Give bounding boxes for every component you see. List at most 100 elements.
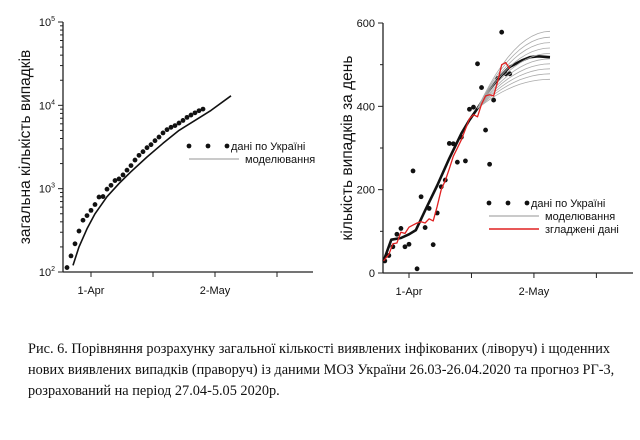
caption-line: нових виявлених випадків (праворуч) із д… xyxy=(28,362,615,378)
model-ensemble-line xyxy=(477,47,551,109)
x-tick-label: 1-Apr xyxy=(396,286,423,298)
data-point xyxy=(475,61,480,67)
data-point xyxy=(68,253,74,259)
model-ensemble-line xyxy=(477,36,551,109)
data-point xyxy=(140,149,146,155)
model-ensemble-line xyxy=(477,30,551,109)
data-point xyxy=(410,168,416,174)
data-point xyxy=(483,127,488,133)
data-point xyxy=(72,241,78,247)
data-point xyxy=(422,225,428,230)
data-point xyxy=(192,110,198,116)
data-point xyxy=(172,123,178,129)
data-point xyxy=(180,118,186,123)
data-point xyxy=(454,159,460,165)
legend-label: моделювання xyxy=(245,154,315,166)
data-point xyxy=(108,182,114,188)
data-point xyxy=(116,176,122,182)
data-point xyxy=(104,186,110,192)
data-point xyxy=(100,194,106,199)
y-tick-label: 400 xyxy=(357,101,375,113)
legend-dot-icon xyxy=(186,143,192,149)
data-point xyxy=(394,231,400,237)
data-point xyxy=(467,106,472,112)
data-point xyxy=(112,178,118,183)
y-tick-label: 0 xyxy=(369,268,375,280)
model-line xyxy=(72,95,232,266)
data-point xyxy=(80,217,86,223)
y-tick-label: 103 xyxy=(39,183,55,196)
data-point xyxy=(491,97,497,103)
data-point xyxy=(184,114,190,120)
legend-label: дані по Україні xyxy=(231,141,305,153)
y-tick-label: 600 xyxy=(357,18,375,30)
model-ensemble-line xyxy=(477,58,551,109)
legend-dot-icon xyxy=(224,143,230,149)
data-point xyxy=(200,106,206,112)
x-tick-label: 2-May xyxy=(200,285,231,297)
data-point xyxy=(430,242,436,248)
figure: 102 103 104 105 1-Apr 2-May загальна кількість… xyxy=(17,16,633,298)
model-ensemble-line xyxy=(477,42,551,109)
data-point xyxy=(136,152,142,158)
data-point xyxy=(398,226,404,231)
legend-dot-icon xyxy=(505,200,511,206)
y-tick-label: 105 xyxy=(39,16,55,29)
x-tick-label: 1-Apr xyxy=(78,285,105,297)
data-point xyxy=(463,158,468,164)
data-point xyxy=(144,145,150,151)
y-axis-label: кількість випадків за день xyxy=(339,56,356,241)
figure-caption: Рис. 6. Порівняння розрахунку загальної … xyxy=(28,339,624,402)
y-tick-label: 102 xyxy=(39,266,55,279)
data-point xyxy=(164,127,170,133)
smoothed-data-line xyxy=(383,61,511,262)
data-point xyxy=(487,161,492,167)
data-point xyxy=(64,265,70,270)
caption-line: Рис. 6. Порівняння розрахунку загальної … xyxy=(28,341,611,357)
data-point xyxy=(92,202,98,207)
data-point xyxy=(88,207,94,213)
data-point xyxy=(96,194,102,200)
legend-label: дані по Україні xyxy=(531,198,605,210)
data-point xyxy=(402,244,408,250)
y-axis-label: загальна кількість випадків xyxy=(17,50,34,244)
model-ensemble-line xyxy=(477,53,551,109)
data-point xyxy=(76,228,82,234)
daily-cases-chart: 0 200 400 600 1-Apr 2-May кількість випадків з… xyxy=(339,18,633,298)
legend-label: моделювання xyxy=(545,211,615,223)
model-ensemble-line xyxy=(477,68,551,109)
y-tick-label: 104 xyxy=(39,99,55,112)
data-point xyxy=(168,124,174,130)
caption-line: розрахований на період 27.04-5.05 2020р. xyxy=(28,383,280,399)
data-point xyxy=(120,172,126,178)
data-point xyxy=(128,163,134,168)
legend-dot-icon xyxy=(205,143,211,149)
data-point xyxy=(446,141,452,146)
data-point xyxy=(406,241,412,247)
data-point xyxy=(148,142,154,148)
data-point xyxy=(499,29,505,35)
data-point xyxy=(160,130,166,136)
legend-dot-icon xyxy=(524,200,530,206)
data-point xyxy=(152,138,158,144)
data-point xyxy=(176,120,182,126)
data-point xyxy=(84,213,90,219)
data-point xyxy=(196,108,202,114)
data-point xyxy=(156,134,162,140)
data-point xyxy=(188,112,194,118)
data-point xyxy=(418,194,424,200)
cumulative-cases-chart: 102 103 104 105 1-Apr 2-May загальна кількість… xyxy=(17,16,315,297)
model-ensemble-line xyxy=(477,78,551,109)
data-point xyxy=(471,104,476,110)
model-ensemble-line xyxy=(477,73,551,109)
y-tick-label: 200 xyxy=(357,185,375,197)
data-point xyxy=(479,85,484,90)
legend-dot-icon xyxy=(486,200,492,206)
x-tick-label: 2-May xyxy=(519,286,550,298)
legend-label: згладжені дані xyxy=(545,224,619,236)
model-line xyxy=(382,54,551,262)
data-point xyxy=(414,266,420,272)
data-point xyxy=(132,157,138,163)
